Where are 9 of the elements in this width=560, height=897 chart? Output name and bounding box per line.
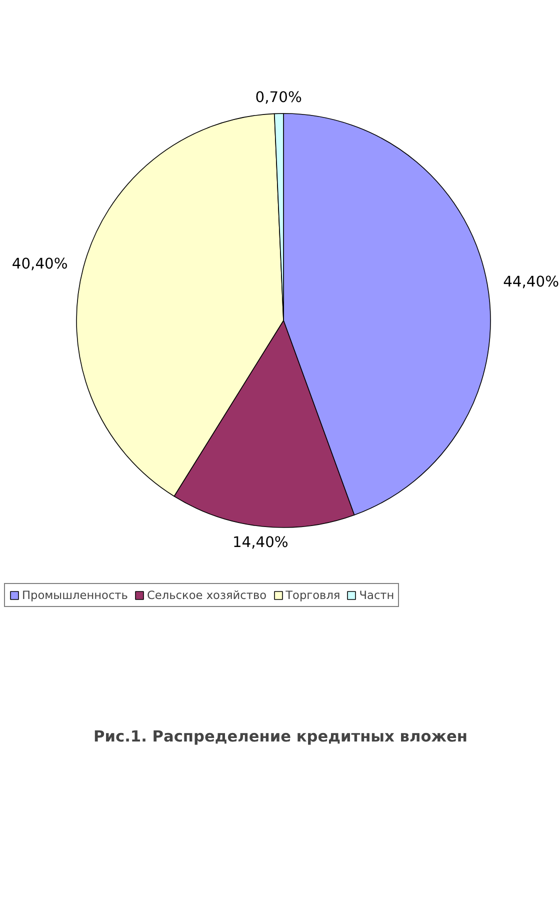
text: Рис.1. Распределение кредитных вложен bbox=[94, 728, 468, 746]
legend-label: Сельское хозяйство bbox=[146, 588, 267, 602]
legend-label: Торговля bbox=[286, 588, 340, 602]
data-label: 14,40% bbox=[232, 534, 288, 551]
legend-label: Частн bbox=[359, 588, 394, 602]
legend-label: Промышленность bbox=[22, 588, 128, 602]
data-label: 0,70% bbox=[255, 89, 302, 106]
data-label: 44,40% bbox=[503, 273, 560, 290]
data-label: 40,40% bbox=[12, 255, 68, 272]
